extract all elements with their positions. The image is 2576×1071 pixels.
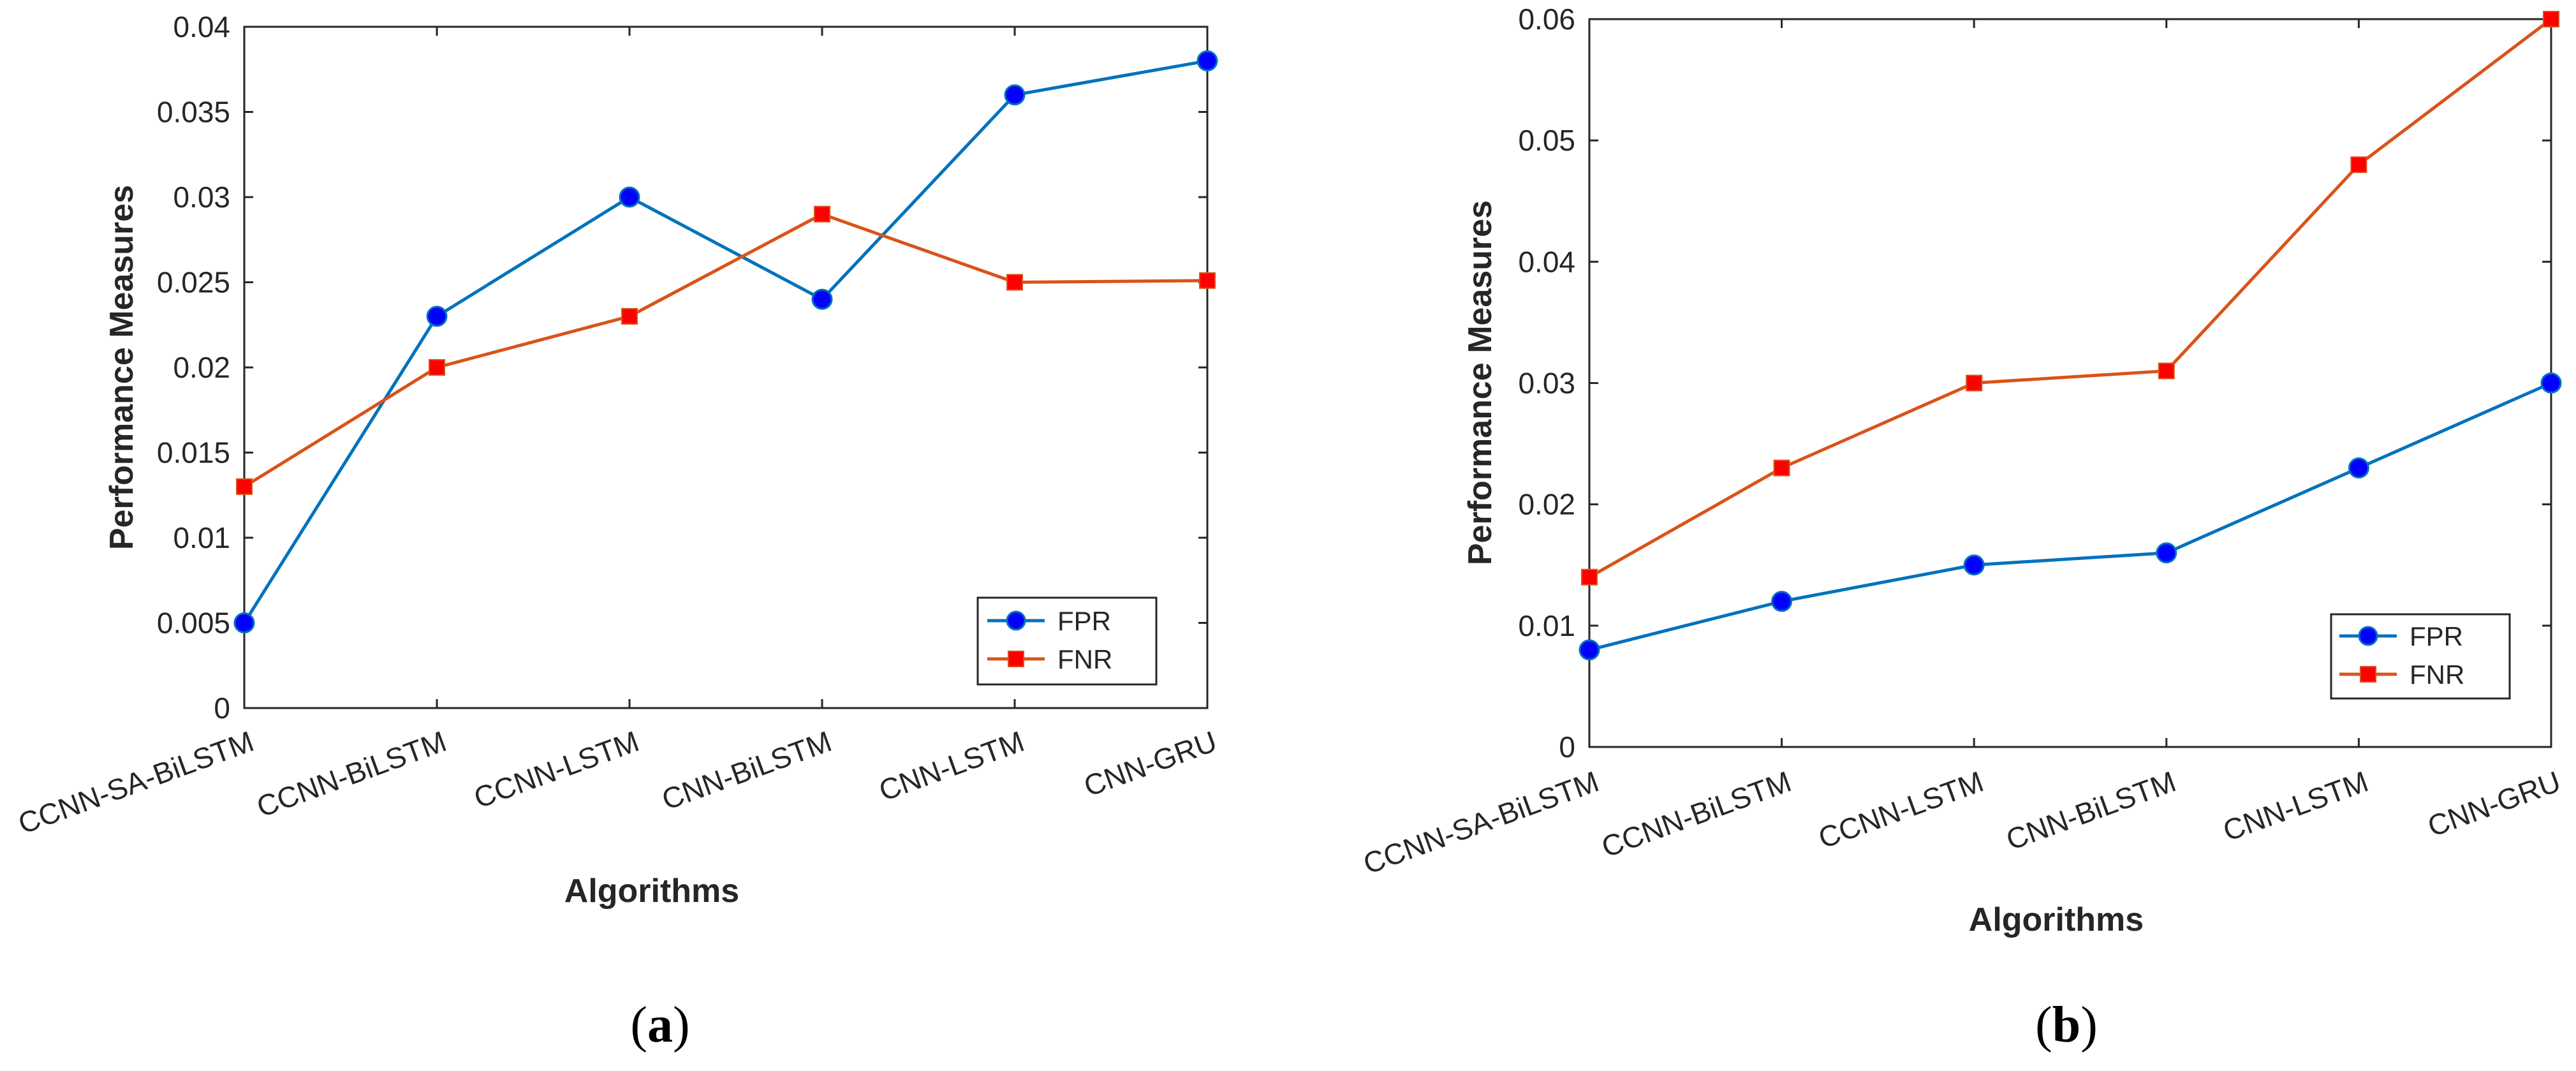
chart-b-series — [1579, 11, 2562, 661]
chart-a-ytick-label: 0.015 — [157, 436, 230, 469]
chart-a-fpr-point — [233, 612, 255, 633]
chart-a-fpr-point — [619, 186, 640, 208]
chart-b-fnr-point — [1966, 374, 1983, 392]
chart-a-xtick-label: CCNN-BiLSTM — [253, 725, 451, 824]
chart-b-legend-fnr-label: FNR — [2410, 660, 2464, 690]
chart-a-fpr-point — [1004, 84, 1026, 106]
caption-b: (b) — [2035, 997, 2098, 1053]
chart-a-xtick-label: CNN-GRU — [1080, 725, 1221, 803]
chart-a-fpr-point — [426, 306, 448, 327]
chart-a-y-ticks: 0 0.005 0.01 0.015 0.02 0.025 0.03 0.035 0.04 — [157, 10, 1207, 725]
chart-a-xtick-label: CNN-BiLSTM — [658, 725, 836, 816]
chart-a-xtick-label: CCNN-LSTM — [469, 725, 643, 815]
chart-a-ytick-label: 0.01 — [173, 521, 230, 554]
chart-b-ytick-label: 0.03 — [1518, 367, 1575, 400]
chart-b-legend-fpr-label: FPR — [2410, 621, 2463, 651]
chart-a-fnr-point — [621, 307, 638, 325]
chart-a-series — [233, 50, 1218, 633]
chart-b-ytick-label: 0.04 — [1518, 245, 1575, 278]
chart-a-fpr-point — [811, 288, 833, 310]
chart-b-fnr-point — [1581, 568, 1598, 586]
chart-a-ytick-label: 0.005 — [157, 607, 230, 640]
chart-a-fnr-point — [1006, 274, 1023, 291]
chart-b-legend-fpr-marker — [2358, 626, 2378, 646]
chart-a-xlabel: Algorithms — [564, 873, 739, 910]
chart-b-fpr-line — [1589, 381, 2552, 652]
chart-a-fnr-point — [429, 359, 445, 376]
chart-a-fnr-point — [236, 478, 253, 495]
chart-b-ylabel: Performance Measures — [1462, 200, 1499, 565]
chart-a-fnr-point — [1199, 272, 1216, 289]
chart-a-ytick-label: 0.02 — [173, 351, 230, 384]
chart-b-ytick-label: 0.05 — [1518, 124, 1575, 157]
chart-b-fpr-point — [1579, 639, 1600, 661]
chart-a-ytick-label: 0.035 — [157, 96, 230, 129]
chart-b-xlabel: Algorithms — [1969, 901, 2144, 938]
chart-b-xtick-label: CCNN-LSTM — [1814, 765, 1987, 855]
chart-b-fnr-point — [1773, 459, 1790, 476]
chart-a-legend-box — [976, 596, 1158, 686]
chart-b-legend: FPR FNR — [2330, 613, 2511, 700]
chart-b-ytick-label: 0.01 — [1518, 609, 1575, 642]
chart-a-ytick-label: 0.04 — [173, 10, 230, 43]
chart-b-fnr-point — [2543, 11, 2559, 27]
chart-b-fpr-point — [1771, 591, 1793, 612]
chart-a-xtick-label: CCNN-SA-BiLSTM — [14, 725, 258, 841]
chart-b-ytick-label: 0 — [1559, 730, 1575, 764]
chart-a-legend-fnr-label: FNR — [1057, 644, 1112, 674]
chart-a-fnr-point — [814, 205, 830, 223]
chart-b-xtick-label: CCNN-SA-BiLSTM — [1359, 765, 1603, 881]
chart-b-legend-box — [2330, 613, 2511, 700]
chart-b-fpr-point — [2540, 373, 2562, 394]
chart-a-fnr-line — [243, 212, 1208, 489]
chart-b-xtick-label: CNN-BiLSTM — [2002, 765, 2181, 857]
caption-b-letter: b — [2052, 997, 2081, 1053]
chart-b-xtick-label: CNN-LSTM — [2219, 765, 2373, 848]
chart-b-legend-fnr-marker — [2360, 666, 2376, 683]
chart-a-fpr-line — [242, 59, 1208, 624]
chart-b-fnr-line — [1588, 18, 2552, 579]
chart-b: 0 0.01 0.02 0.03 0.04 0.05 0.06 CCNN-SA-BiLSTM… — [1359, 3, 2565, 938]
chart-a: 0 0.005 0.01 0.015 0.02 0.025 0.03 0.035 0.04 CC… — [14, 10, 1221, 910]
chart-b-fpr-point — [2348, 457, 2369, 479]
chart-b-xtick-label: CCNN-BiLSTM — [1597, 765, 1795, 864]
chart-a-xtick-label: CNN-LSTM — [874, 725, 1028, 808]
chart-b-ytick-label: 0.06 — [1518, 3, 1575, 36]
chart-b-y-ticks: 0 0.01 0.02 0.03 0.04 0.05 0.06 — [1518, 3, 2551, 764]
chart-b-fpr-point — [1963, 554, 1985, 576]
chart-a-legend-fpr-marker — [1006, 610, 1026, 631]
chart-a-legend-fnr-marker — [1008, 651, 1024, 667]
chart-a-ylabel: Performance Measures — [103, 185, 140, 550]
chart-b-fnr-point — [2350, 156, 2367, 174]
chart-a-legend: FPR FNR — [976, 596, 1158, 686]
chart-a-ytick-label: 0.03 — [173, 181, 230, 214]
chart-b-ytick-label: 0.02 — [1518, 488, 1575, 521]
chart-b-xtick-label: CNN-GRU — [2424, 765, 2565, 843]
chart-a-fpr-point — [1196, 50, 1218, 71]
chart-a-ytick-label: 0 — [214, 691, 230, 725]
caption-a: (a) — [630, 997, 689, 1053]
chart-a-ytick-label: 0.025 — [157, 266, 230, 299]
chart-a-legend-fpr-label: FPR — [1057, 606, 1111, 636]
chart-b-fpr-point — [2156, 542, 2177, 564]
caption-a-letter: a — [647, 997, 673, 1053]
chart-b-fnr-point — [2158, 362, 2175, 380]
